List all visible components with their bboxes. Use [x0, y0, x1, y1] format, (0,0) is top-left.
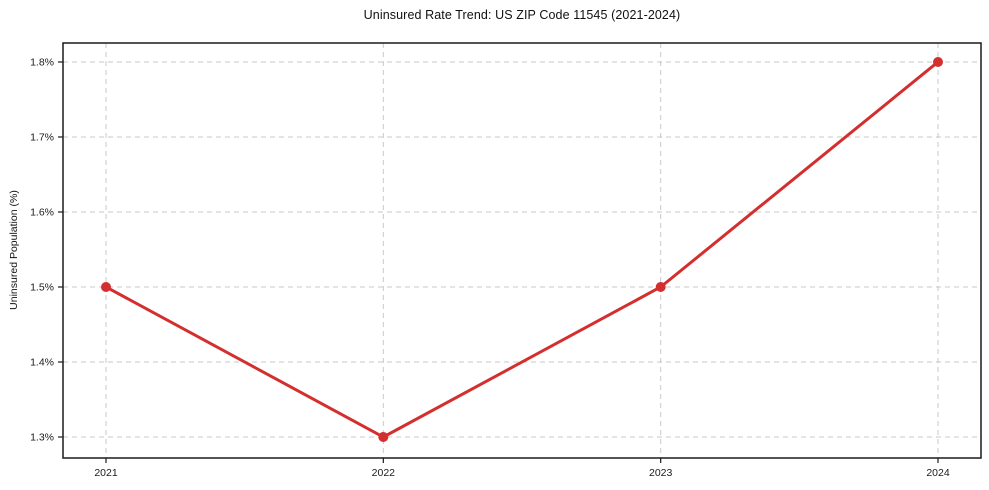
chart-title: Uninsured Rate Trend: US ZIP Code 11545 … — [363, 8, 681, 22]
data-point-marker — [933, 56, 943, 67]
plot-border — [62, 42, 982, 459]
y-tick-label: 1.6% — [30, 206, 54, 218]
y-tick-label: 1.8% — [30, 56, 54, 68]
trend-line — [104, 60, 940, 439]
y-tick-label: 1.4% — [30, 356, 54, 368]
data-point-marker — [378, 431, 389, 442]
x-tick-label: 2024 — [926, 467, 950, 479]
y-tick-label: 1.3% — [30, 431, 54, 443]
x-tick-label: 2021 — [94, 467, 118, 479]
x-tick-label: 2022 — [372, 467, 396, 479]
data-point-marker — [101, 281, 111, 292]
y-tick-label: 1.5% — [30, 281, 54, 293]
x-tick-label: 2023 — [649, 467, 673, 479]
data-point-marker — [655, 281, 666, 292]
y-tick-label: 1.7% — [30, 131, 54, 143]
